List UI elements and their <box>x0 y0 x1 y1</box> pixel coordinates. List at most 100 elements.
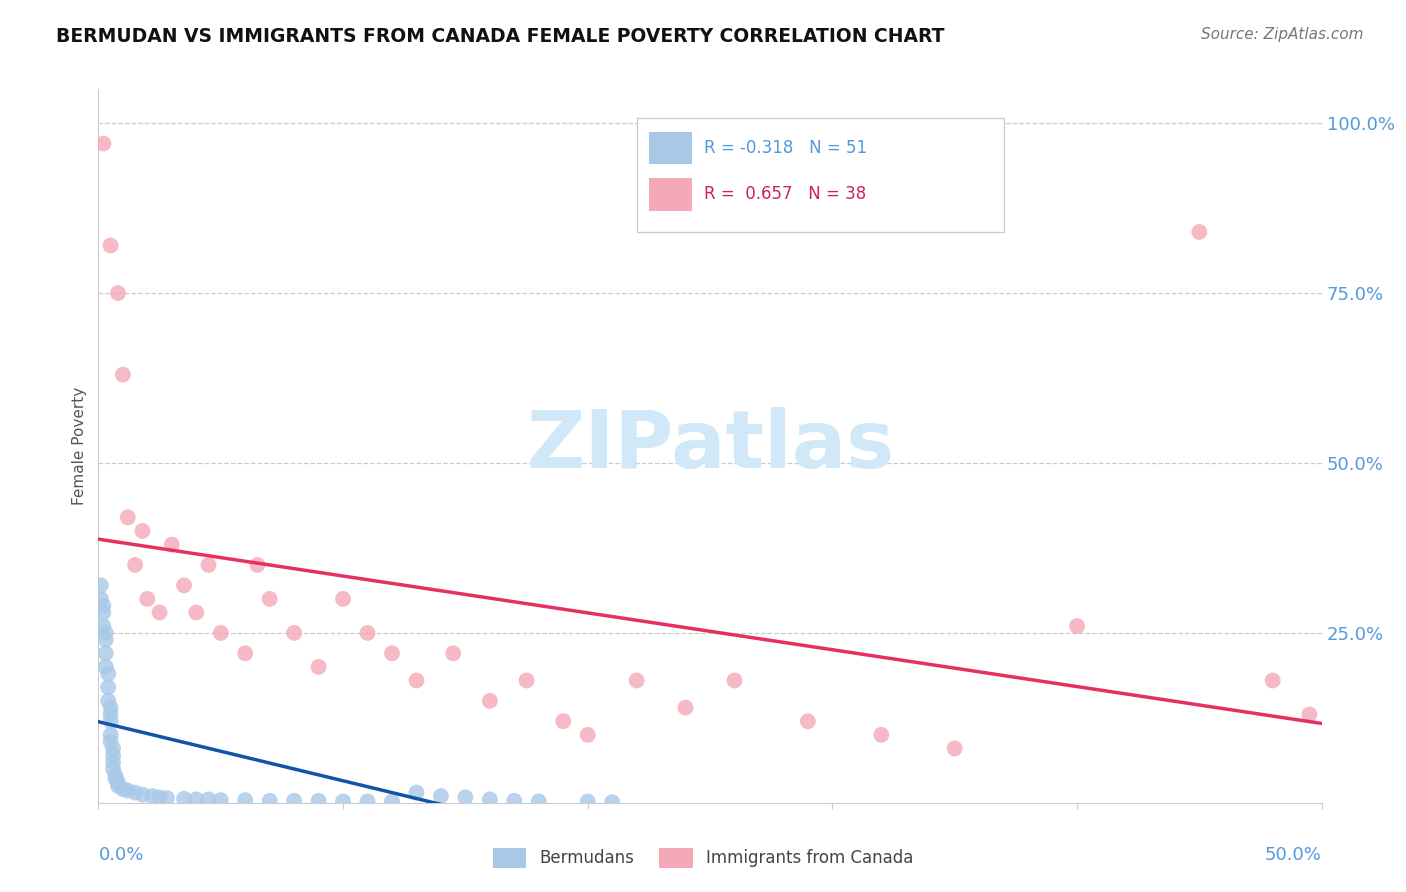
Text: Source: ZipAtlas.com: Source: ZipAtlas.com <box>1201 27 1364 42</box>
Point <box>100 700 122 714</box>
FancyBboxPatch shape <box>637 118 1004 232</box>
Point <box>478 694 501 708</box>
Point <box>283 626 305 640</box>
Point <box>90 578 112 592</box>
Point <box>136 591 159 606</box>
Point <box>104 769 127 783</box>
Point <box>246 558 269 572</box>
Point <box>332 591 354 606</box>
Point <box>94 660 117 674</box>
Point <box>91 606 114 620</box>
Point <box>124 786 146 800</box>
Point <box>101 762 124 776</box>
Point <box>104 772 127 786</box>
Point <box>430 789 453 803</box>
Point <box>149 790 172 805</box>
Point <box>209 626 232 640</box>
Point <box>233 646 256 660</box>
Point <box>723 673 745 688</box>
Point <box>97 694 120 708</box>
Point <box>1188 225 1211 239</box>
Point <box>381 794 404 808</box>
Point <box>141 789 163 803</box>
Point <box>332 794 354 808</box>
Point <box>117 510 139 524</box>
Text: ZIPatlas: ZIPatlas <box>526 407 894 485</box>
Point <box>149 606 172 620</box>
Point <box>90 591 112 606</box>
Point <box>107 775 129 789</box>
Point <box>356 626 378 640</box>
Point <box>943 741 966 756</box>
Point <box>553 714 575 729</box>
Point <box>100 714 122 729</box>
Point <box>600 795 623 809</box>
Point <box>441 646 464 660</box>
Point <box>259 794 281 808</box>
Point <box>454 790 477 805</box>
Point <box>478 792 501 806</box>
Point <box>308 794 330 808</box>
Text: 0.0%: 0.0% <box>98 846 143 863</box>
Point <box>576 794 599 808</box>
Text: R =  0.657   N = 38: R = 0.657 N = 38 <box>704 186 866 203</box>
Point <box>626 673 648 688</box>
Point <box>94 626 117 640</box>
Point <box>1066 619 1088 633</box>
Point <box>156 791 179 805</box>
Y-axis label: Female Poverty: Female Poverty <box>72 387 87 505</box>
Point <box>160 537 183 551</box>
Point <box>117 783 139 797</box>
Point <box>107 779 129 793</box>
Point <box>1261 673 1284 688</box>
Point <box>101 741 124 756</box>
Point <box>405 673 427 688</box>
Point <box>94 632 117 647</box>
Bar <box>648 132 692 164</box>
Point <box>97 680 120 694</box>
Point <box>515 673 537 688</box>
Point <box>233 793 256 807</box>
Text: 50.0%: 50.0% <box>1265 846 1322 863</box>
Point <box>381 646 404 660</box>
Point <box>675 700 697 714</box>
Point <box>797 714 820 729</box>
Point <box>173 578 195 592</box>
Point <box>131 524 153 538</box>
Point <box>107 286 129 301</box>
Bar <box>648 178 692 211</box>
Point <box>97 666 120 681</box>
Text: BERMUDAN VS IMMIGRANTS FROM CANADA FEMALE POVERTY CORRELATION CHART: BERMUDAN VS IMMIGRANTS FROM CANADA FEMAL… <box>56 27 945 45</box>
Point <box>124 558 146 572</box>
Point <box>197 792 219 806</box>
Point <box>576 728 599 742</box>
Point <box>308 660 330 674</box>
Point <box>111 368 134 382</box>
Point <box>91 599 114 613</box>
Point <box>259 591 281 606</box>
Point <box>503 794 526 808</box>
Point <box>356 794 378 808</box>
Point <box>100 728 122 742</box>
Point <box>131 788 153 802</box>
Point <box>101 755 124 769</box>
Point <box>100 707 122 722</box>
Text: R = -0.318   N = 51: R = -0.318 N = 51 <box>704 139 868 157</box>
Point <box>870 728 893 742</box>
Point <box>100 734 122 748</box>
Point <box>186 792 208 806</box>
Point <box>100 238 122 252</box>
Point <box>91 619 114 633</box>
Point <box>405 786 427 800</box>
Point <box>209 793 232 807</box>
Point <box>91 136 114 151</box>
Point <box>1298 707 1320 722</box>
Point <box>173 791 195 805</box>
Point <box>197 558 219 572</box>
Point <box>94 646 117 660</box>
Point <box>283 794 305 808</box>
Point <box>527 794 550 808</box>
Point <box>111 782 134 797</box>
Point <box>186 606 208 620</box>
Point <box>101 748 124 763</box>
